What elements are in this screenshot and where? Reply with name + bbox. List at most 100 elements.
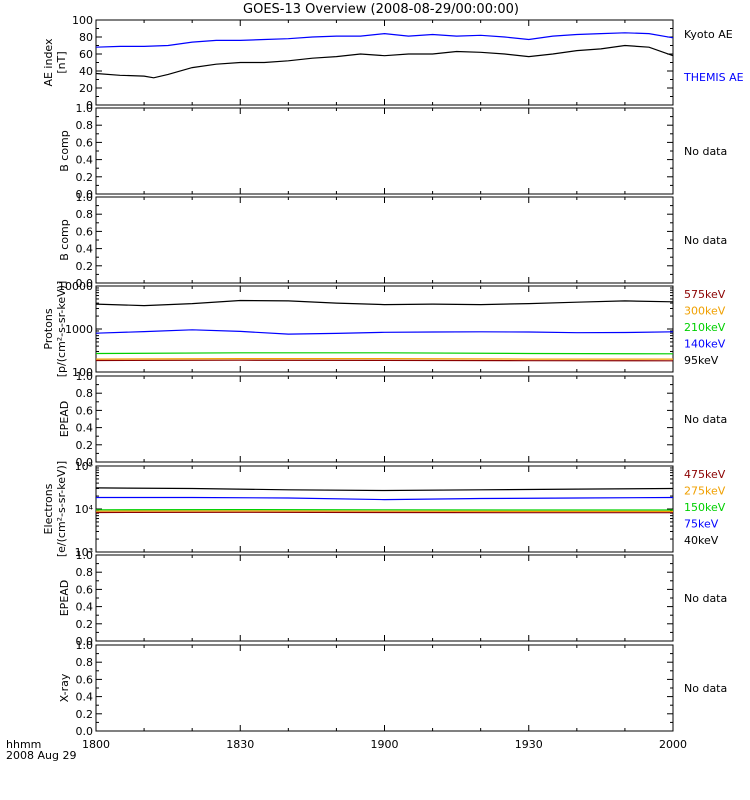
panels-group: 0 20 40 60 80 100 AE index [nT] Kyoto AE THEMIS A… bbox=[42, 14, 744, 738]
y-tick-label: 60 bbox=[79, 48, 93, 61]
panel-frame bbox=[95, 554, 674, 642]
no-data-label: No data bbox=[684, 234, 727, 247]
y-tick-label: 0 bbox=[86, 99, 93, 112]
y-axis-label: Electrons bbox=[42, 483, 55, 534]
panel-ae: 0 20 40 60 80 100 AE index [nT] Kyoto AE THEMIS A… bbox=[42, 14, 744, 112]
series-line-210kev bbox=[95, 352, 674, 355]
y-tick-label: 0.0 bbox=[76, 725, 94, 738]
series-line-40kev bbox=[95, 487, 674, 492]
y-tick-label: 0.8 bbox=[76, 656, 94, 669]
y-tick-label: 100 bbox=[72, 366, 93, 379]
y-tick-label: 0.6 bbox=[76, 583, 94, 596]
panel-frame bbox=[95, 107, 674, 195]
panel-epead-2: 0.0 0.2 0.4 0.6 0.8 1.0 EPEAD No data bbox=[58, 549, 727, 648]
y-axis-label: [nT] bbox=[55, 51, 68, 73]
series-line-300kev bbox=[95, 358, 673, 360]
x-tick-label: 1830 bbox=[226, 738, 254, 751]
panel-x-ray: 0.0 0.2 0.4 0.6 0.8 1.0 X-ray No data bbox=[58, 639, 727, 738]
y-tick-label: 0.4 bbox=[76, 243, 94, 256]
date-label: 2008 Aug 29 bbox=[6, 749, 76, 762]
chart-title: GOES-13 Overview (2008-08-29/00:00:00) bbox=[243, 2, 519, 17]
x-axis: 1800 1830 1900 1930 2000 bbox=[82, 738, 687, 751]
legend-label: 95keV bbox=[684, 354, 719, 367]
y-tick-label: 10⁵ bbox=[75, 460, 93, 473]
legend-label: 275keV bbox=[684, 485, 726, 498]
x-tick-label: 1900 bbox=[371, 738, 399, 751]
y-tick-label: 0.0 bbox=[76, 188, 94, 201]
y-tick-label: 0.4 bbox=[76, 154, 94, 167]
legend-label: 300keV bbox=[684, 305, 726, 318]
y-tick-label: 0.4 bbox=[76, 691, 94, 704]
panel-protons: 100 1000 10000 Protons [p/(cm²-s-sr-keV)] 575… bbox=[42, 280, 726, 379]
legend-label: 150keV bbox=[684, 501, 726, 514]
panel-frame bbox=[95, 19, 674, 106]
y-tick-label: 0.0 bbox=[76, 635, 94, 648]
y-tick-label: 0.8 bbox=[76, 387, 94, 400]
series-line-kyoto-ae bbox=[95, 44, 674, 79]
y-tick-label: 0.2 bbox=[76, 618, 94, 631]
y-tick-label: 10000 bbox=[58, 280, 93, 293]
y-tick-label: 0.6 bbox=[76, 673, 94, 686]
y-axis-label: Protons bbox=[42, 308, 55, 349]
series-line-575kev bbox=[95, 359, 674, 362]
y-axis-label: EPEAD bbox=[58, 401, 71, 438]
y-tick-label: 1.0 bbox=[76, 191, 94, 204]
y-axis-label: EPEAD bbox=[58, 580, 71, 617]
y-tick-label: 10³ bbox=[75, 546, 93, 559]
panel-b-comp-1: 0.0 0.2 0.4 0.6 0.8 1.0 B comp No data bbox=[58, 102, 727, 201]
no-data-label: No data bbox=[684, 413, 727, 426]
series-line-themis-ae bbox=[95, 32, 674, 48]
y-tick-label: 100 bbox=[72, 14, 93, 27]
time-format-label: hhmm bbox=[6, 738, 41, 751]
y-tick-label: 0.2 bbox=[76, 439, 94, 452]
panel-epead-1: 0.0 0.2 0.4 0.6 0.8 1.0 EPEAD No data bbox=[58, 370, 727, 469]
y-tick-label: 10⁴ bbox=[75, 503, 94, 516]
y-tick-label: 1.0 bbox=[76, 549, 94, 562]
panel-frame bbox=[95, 375, 674, 463]
y-tick-label: 0.0 bbox=[76, 456, 94, 469]
y-tick-label: 1.0 bbox=[76, 102, 94, 115]
no-data-label: No data bbox=[684, 145, 727, 158]
y-axis-label: [p/(cm²-s-sr-keV)] bbox=[55, 281, 68, 378]
y-tick-label: 40 bbox=[79, 65, 93, 78]
y-axis-label: AE index bbox=[42, 38, 55, 87]
y-axis-label: B comp bbox=[58, 130, 71, 172]
x-tick-label: 2000 bbox=[659, 738, 687, 751]
series-line-95kev bbox=[95, 299, 674, 307]
y-tick-label: 0.8 bbox=[76, 119, 94, 132]
panel-frame bbox=[95, 644, 674, 732]
x-tick-label: 1930 bbox=[515, 738, 543, 751]
legend-label: THEMIS AE bbox=[683, 71, 744, 84]
y-tick-label: 0.4 bbox=[76, 601, 94, 614]
series-line-140kev bbox=[95, 329, 674, 335]
y-tick-label: 1000 bbox=[65, 323, 93, 336]
panel-electrons: 10³ 10⁴ 10⁵ Electrons [e/(cm²-s-sr-keV)] 475k… bbox=[42, 460, 726, 559]
y-tick-label: 0.4 bbox=[76, 422, 94, 435]
no-data-label: No data bbox=[684, 592, 727, 605]
y-tick-label: 0.6 bbox=[76, 136, 94, 149]
panel-b-comp-2: 0.0 0.2 0.4 0.6 0.8 1.0 B comp No data bbox=[58, 191, 727, 290]
y-axis-label: [e/(cm²-s-sr-keV)] bbox=[55, 461, 68, 557]
y-tick-label: 0.2 bbox=[76, 171, 94, 184]
y-tick-label: 0.6 bbox=[76, 225, 94, 238]
y-tick-label: 0.8 bbox=[76, 566, 94, 579]
y-tick-label: 0.8 bbox=[76, 208, 94, 221]
legend-label: 75keV bbox=[684, 518, 719, 531]
x-tick-label: 1800 bbox=[82, 738, 110, 751]
panel-frame bbox=[95, 465, 674, 553]
legend-label: Kyoto AE bbox=[684, 28, 733, 41]
panel-frame bbox=[95, 196, 674, 284]
y-axis-label: X-ray bbox=[58, 673, 71, 702]
legend-label: 575keV bbox=[684, 288, 726, 301]
legend-label: 140keV bbox=[684, 338, 726, 351]
y-tick-label: 80 bbox=[79, 31, 93, 44]
y-axis-label: B comp bbox=[58, 219, 71, 261]
legend-label: 40keV bbox=[684, 534, 719, 547]
y-tick-label: 1.0 bbox=[76, 370, 94, 383]
y-tick-label: 0.2 bbox=[76, 708, 94, 721]
legend-label: 210keV bbox=[684, 321, 726, 334]
y-tick-label: 0.0 bbox=[76, 277, 94, 290]
y-tick-label: 0.6 bbox=[76, 404, 94, 417]
y-tick-label: 0.2 bbox=[76, 260, 94, 273]
